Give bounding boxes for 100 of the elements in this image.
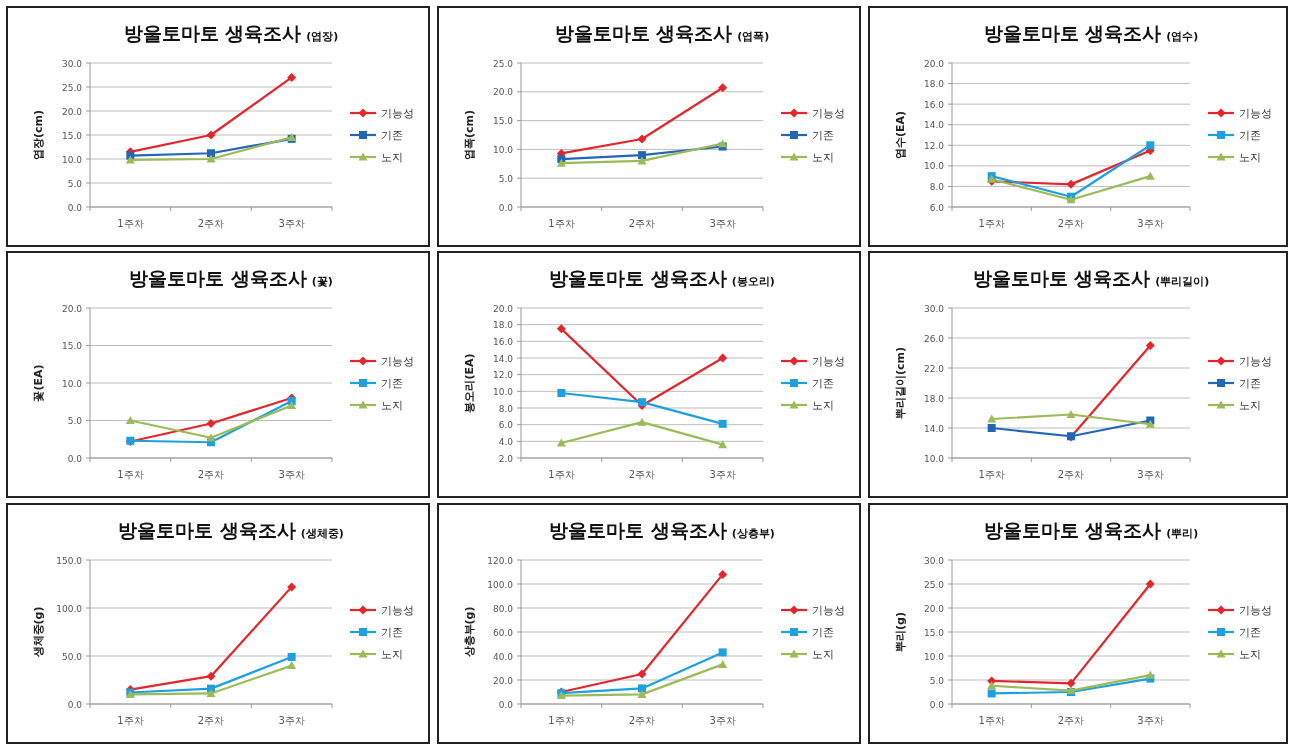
point: [638, 151, 646, 160]
x-tick-label: 2주차: [1057, 469, 1085, 480]
chart-subtitle: (생체중): [300, 527, 344, 540]
x-tick-label: 1주차: [117, 715, 144, 726]
point: [638, 684, 646, 693]
y-tick-label: 40.0: [492, 651, 514, 662]
y-tick-label: 16.0: [923, 99, 945, 110]
point: [987, 681, 997, 690]
x-tick-label: 1주차: [978, 218, 1005, 229]
point: [1145, 670, 1155, 679]
point: [287, 582, 297, 592]
point: [206, 419, 216, 428]
legend-label: 기존: [812, 129, 834, 142]
point: [287, 401, 297, 409]
y-tick-label: 26.0: [923, 333, 945, 344]
point: [1066, 179, 1076, 189]
point: [206, 154, 216, 163]
point: [1145, 341, 1155, 350]
y-tick-label: 60.0: [492, 627, 514, 638]
chart-title: 방울토마토 생육조사: [972, 267, 1151, 289]
legend-label: 기능성: [381, 107, 414, 120]
legend-label: 기존: [1239, 626, 1261, 639]
y-axis-title: 엽폭(cm): [463, 109, 476, 161]
point: [637, 669, 647, 679]
legend-label: 노지: [381, 399, 403, 412]
point: [557, 389, 566, 397]
chart-subtitle: (뿌리길이): [1155, 275, 1210, 288]
y-tick-label: 10.0: [923, 651, 945, 662]
legend-label: 기존: [1239, 129, 1261, 142]
chart-subtitle: (상층부): [731, 527, 775, 540]
y-tick-label: 0.0: [498, 202, 514, 213]
y-tick-label: 0.0: [498, 699, 514, 710]
x-tick-label: 2주차: [628, 469, 656, 480]
y-tick-label: 20.0: [492, 675, 514, 686]
chart-title: 방울토마토 생육조사: [983, 519, 1162, 541]
y-tick-label: 0.0: [67, 699, 83, 710]
x-tick-label: 2주차: [1057, 218, 1085, 229]
point: [1145, 171, 1155, 180]
y-axis-title: 봉오리(EA): [463, 353, 476, 413]
point: [987, 414, 997, 423]
x-tick-label: 3주차: [278, 715, 305, 726]
point: [1066, 678, 1076, 688]
x-tick-label: 1주차: [548, 715, 575, 726]
y-tick-label: 20.0: [61, 303, 83, 314]
x-tick-label: 3주차: [1137, 469, 1164, 480]
point: [287, 652, 296, 661]
y-tick-label: 22.0: [923, 363, 945, 374]
legend-label: 기능성: [1239, 355, 1272, 368]
x-tick-label: 2주차: [628, 218, 656, 229]
point: [718, 83, 728, 93]
y-tick-label: 18.0: [923, 393, 945, 404]
y-tick-label: 15.0: [61, 130, 83, 141]
y-axis-title: 엽장(cm): [32, 109, 45, 161]
y-tick-label: 100.0: [487, 579, 514, 590]
chart-title: 방울토마토 생육조사: [129, 267, 307, 289]
legend-label: 노지: [1239, 648, 1261, 661]
point: [718, 440, 728, 449]
y-tick-label: 10.0: [492, 386, 514, 397]
y-tick-label: 20.0: [61, 106, 83, 117]
y-tick-label: 10.0: [61, 378, 83, 389]
y-tick-label: 20.0: [923, 603, 945, 614]
chart-subtitle: (봉오리): [731, 275, 775, 288]
x-tick-label: 1주차: [117, 469, 144, 480]
y-axis-title: 상층부(g): [463, 606, 476, 658]
y-tick-label: 0.0: [929, 699, 945, 710]
y-tick-label: 12.0: [923, 140, 945, 151]
legend-label: 기존: [812, 626, 834, 639]
x-tick-label: 3주차: [278, 469, 305, 480]
y-tick-label: 5.0: [498, 173, 514, 184]
chart-subtitle: (엽수): [1166, 30, 1199, 43]
legend-label: 기능성: [812, 107, 845, 120]
point: [556, 438, 566, 447]
y-tick-label: 10.0: [923, 161, 945, 172]
x-tick-label: 3주차: [709, 715, 736, 726]
x-tick-label: 3주차: [709, 469, 736, 480]
point: [556, 324, 566, 334]
y-tick-label: 25.0: [923, 579, 945, 590]
y-tick-label: 50.0: [61, 651, 83, 662]
chart-subtitle: (엽폭): [737, 30, 770, 43]
point: [1066, 410, 1076, 418]
y-tick-label: 14.0: [923, 423, 945, 434]
x-tick-label: 3주차: [709, 218, 736, 229]
legend-label: 노지: [812, 151, 834, 164]
y-axis-title: 꽃(EA): [32, 364, 45, 402]
y-tick-label: 15.0: [492, 116, 514, 127]
legend-label: 노지: [812, 648, 834, 661]
chart-subtitle: (뿌리): [1166, 527, 1199, 540]
y-tick-label: 20.0: [923, 58, 945, 69]
y-tick-label: 10.0: [61, 154, 83, 165]
x-tick-label: 2주차: [1057, 715, 1085, 726]
y-tick-label: 5.0: [929, 675, 945, 686]
y-tick-label: 8.0: [498, 403, 514, 414]
y-tick-label: 150.0: [56, 555, 83, 566]
legend-label: 기능성: [812, 604, 845, 617]
x-tick-label: 1주차: [548, 469, 575, 480]
y-tick-label: 12.0: [492, 370, 514, 381]
x-tick-label: 1주차: [978, 715, 1005, 726]
legend-label: 기능성: [381, 604, 414, 617]
y-tick-label: 6.0: [498, 420, 514, 431]
point: [718, 419, 727, 428]
